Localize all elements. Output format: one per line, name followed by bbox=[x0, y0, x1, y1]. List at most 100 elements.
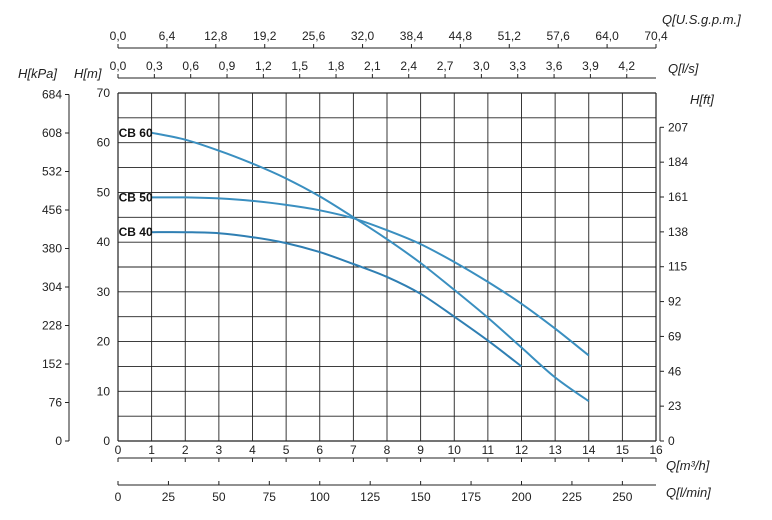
x-tick-label: 6 bbox=[316, 443, 323, 457]
kpa-tick-label: 608 bbox=[42, 126, 62, 140]
lmin-tick-label: 25 bbox=[162, 490, 176, 504]
ft-tick-label: 184 bbox=[668, 155, 688, 169]
kpa-tick-label: 0 bbox=[55, 434, 62, 448]
ls-tick-label: 2,4 bbox=[400, 59, 417, 73]
x-tick-label: 7 bbox=[350, 443, 357, 457]
lmin-tick-label: 0 bbox=[115, 490, 122, 504]
ls-tick-label: 3,3 bbox=[509, 59, 526, 73]
y-tick-label: 0 bbox=[103, 434, 110, 448]
lmin-axis-label: Q[l/min] bbox=[666, 485, 711, 500]
ft-tick-label: 115 bbox=[668, 260, 687, 274]
ft-axis-label: H[ft] bbox=[690, 92, 714, 107]
ft-tick-label: 0 bbox=[668, 434, 675, 448]
x-tick-label: 1 bbox=[148, 443, 155, 457]
ls-tick-label: 3,9 bbox=[582, 59, 599, 73]
x-tick-label: 14 bbox=[582, 443, 596, 457]
ls-tick-label: 1,2 bbox=[255, 59, 272, 73]
usgpm-tick-label: 70,4 bbox=[644, 29, 668, 43]
series-label-cb-50: CB 50 bbox=[119, 190, 153, 204]
lmin-tick-label: 250 bbox=[612, 490, 632, 504]
ls-tick-label: 0,3 bbox=[146, 59, 163, 73]
x-tick-label: 4 bbox=[249, 443, 256, 457]
x-tick-label: 2 bbox=[182, 443, 189, 457]
series-label-cb-60: CB 60 bbox=[119, 126, 153, 140]
lmin-tick-label: 200 bbox=[511, 490, 531, 504]
kpa-tick-label: 456 bbox=[42, 203, 62, 217]
curve-cb-60 bbox=[151, 131, 590, 403]
lmin-tick-label: 125 bbox=[360, 490, 380, 504]
ls-tick-label: 1,5 bbox=[291, 59, 308, 73]
ft-tick-label: 92 bbox=[668, 295, 682, 309]
kpa-tick-label: 228 bbox=[42, 318, 62, 332]
lmin-tick-label: 150 bbox=[411, 490, 431, 504]
curve-cb-50 bbox=[151, 196, 590, 357]
ls-tick-label: 3,0 bbox=[473, 59, 490, 73]
kpa-tick-label: 304 bbox=[42, 280, 62, 294]
y-tick-label: 30 bbox=[97, 285, 111, 299]
kpa-tick-label: 152 bbox=[42, 357, 62, 371]
ls-tick-label: 3,6 bbox=[546, 59, 563, 73]
x-tick-label: 8 bbox=[384, 443, 391, 457]
usgpm-axis-label: Q[U.S.g.p.m.] bbox=[662, 12, 741, 27]
x-tick-label: 10 bbox=[448, 443, 462, 457]
usgpm-tick-label: 25,6 bbox=[302, 29, 326, 43]
x-axis-label: Q[m³/h] bbox=[666, 458, 710, 473]
x-tick-label: 5 bbox=[283, 443, 290, 457]
y-axis-label: H[m] bbox=[74, 66, 102, 81]
ft-tick-label: 138 bbox=[668, 225, 688, 239]
x-tick-label: 0 bbox=[115, 443, 122, 457]
lmin-tick-label: 50 bbox=[212, 490, 226, 504]
ls-tick-label: 1,8 bbox=[328, 59, 345, 73]
curves bbox=[151, 131, 590, 403]
x-tick-label: 16 bbox=[649, 443, 663, 457]
kpa-tick-label: 380 bbox=[42, 241, 62, 255]
y-tick-label: 70 bbox=[97, 86, 111, 100]
x-tick-label: 11 bbox=[482, 443, 495, 457]
ls-tick-label: 2,1 bbox=[364, 59, 381, 73]
ls-tick-label: 4,2 bbox=[618, 59, 635, 73]
usgpm-tick-label: 0,0 bbox=[110, 29, 127, 43]
ft-tick-label: 161 bbox=[668, 190, 688, 204]
ls-tick-label: 2,7 bbox=[437, 59, 454, 73]
usgpm-tick-label: 32,0 bbox=[351, 29, 375, 43]
curve-cb-40 bbox=[151, 231, 523, 368]
x-tick-label: 9 bbox=[417, 443, 424, 457]
ft-tick-label: 23 bbox=[668, 399, 682, 413]
usgpm-tick-label: 51,2 bbox=[498, 29, 522, 43]
y-tick-label: 20 bbox=[97, 335, 111, 349]
lmin-tick-label: 175 bbox=[461, 490, 481, 504]
axes bbox=[65, 44, 664, 486]
kpa-axis-label: H[kPa] bbox=[18, 66, 57, 81]
ls-tick-label: 0,9 bbox=[219, 59, 236, 73]
kpa-tick-label: 76 bbox=[49, 395, 63, 409]
x-tick-label: 3 bbox=[216, 443, 223, 457]
series-label-cb-40: CB 40 bbox=[119, 225, 153, 239]
lmin-tick-label: 75 bbox=[263, 490, 277, 504]
x-tick-label: 12 bbox=[515, 443, 529, 457]
tick-labels: 0102030405060700761522283043804565326086… bbox=[18, 12, 741, 504]
ft-tick-label: 207 bbox=[668, 120, 688, 134]
kpa-tick-label: 684 bbox=[42, 87, 62, 101]
lmin-tick-label: 225 bbox=[562, 490, 582, 504]
grid bbox=[117, 92, 657, 442]
lmin-tick-label: 100 bbox=[310, 490, 330, 504]
y-tick-label: 50 bbox=[97, 185, 111, 199]
x-tick-label: 15 bbox=[616, 443, 630, 457]
usgpm-tick-label: 57,6 bbox=[547, 29, 571, 43]
usgpm-tick-label: 38,4 bbox=[400, 29, 424, 43]
usgpm-tick-label: 19,2 bbox=[253, 29, 277, 43]
ls-axis-label: Q[l/s] bbox=[668, 61, 699, 76]
ls-tick-label: 0,0 bbox=[110, 59, 127, 73]
usgpm-tick-label: 44,8 bbox=[449, 29, 473, 43]
ft-tick-label: 69 bbox=[668, 329, 682, 343]
usgpm-tick-label: 64,0 bbox=[595, 29, 619, 43]
kpa-tick-label: 532 bbox=[42, 164, 62, 178]
y-tick-label: 10 bbox=[97, 384, 111, 398]
series-labels: CB 60 CB 50 CB 40 bbox=[119, 126, 153, 239]
y-tick-label: 40 bbox=[97, 235, 111, 249]
usgpm-tick-label: 6,4 bbox=[159, 29, 176, 43]
usgpm-tick-label: 12,8 bbox=[204, 29, 228, 43]
y-tick-label: 60 bbox=[97, 136, 111, 150]
x-tick-label: 13 bbox=[548, 443, 562, 457]
